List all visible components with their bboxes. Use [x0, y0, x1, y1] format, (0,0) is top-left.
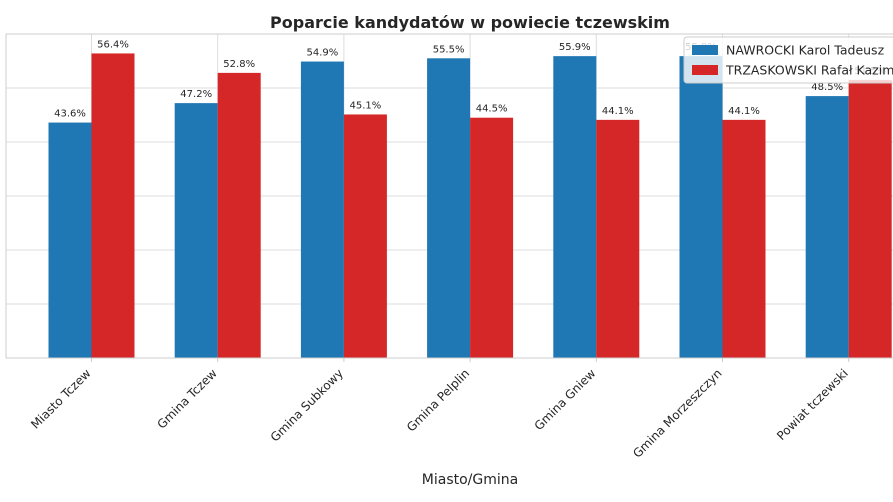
bar-value-label: 44.1%	[602, 106, 634, 117]
bar-nawrocki	[48, 122, 92, 358]
x-axis-label: Miasto/Gmina	[422, 472, 518, 488]
x-tick-label: Miasto Tczew	[28, 366, 94, 432]
bar-value-label: 56.4%	[97, 39, 129, 50]
bars	[48, 53, 892, 359]
bar-value-label: 45.1%	[350, 100, 382, 111]
bar-value-label: 43.6%	[54, 109, 86, 120]
bar-nawrocki	[300, 61, 344, 358]
bar-trzaskowski	[722, 119, 766, 358]
chart-title: Poparcie kandydatów w powiecie tczewskim	[270, 13, 670, 32]
x-tick-label: Powiat tczewski	[774, 366, 851, 443]
bar-trzaskowski	[91, 53, 135, 358]
bar-nawrocki	[805, 96, 849, 358]
legend-swatch-nawrocki	[692, 45, 718, 55]
bar-nawrocki	[553, 56, 597, 358]
x-tick-label: Gmina Morzeszczyn	[630, 366, 724, 460]
bar-value-label: 52.8%	[223, 59, 255, 70]
bar-value-label: 55.5%	[433, 44, 465, 55]
x-tick-labels: Miasto Tczew Gmina Tczew Gmina Subkowy Gmin…	[28, 358, 851, 461]
x-tick-label: Gmina Tczew	[154, 366, 220, 432]
bar-trzaskowski	[596, 119, 640, 358]
legend-label-nawrocki: NAWROCKI Karol Tadeusz	[726, 43, 885, 58]
bar-value-label: 44.1%	[728, 106, 760, 117]
legend-frame	[683, 36, 893, 84]
x-tick-label: Gmina Subkowy	[268, 366, 346, 444]
bar-value-label: 47.2%	[180, 89, 212, 100]
bar-trzaskowski	[470, 117, 514, 358]
bar-nawrocki	[427, 58, 471, 359]
x-tick-label: Gmina Gniew	[532, 366, 599, 433]
bar-value-label: 48.5%	[811, 82, 843, 93]
bar-value-label: 55.9%	[559, 42, 591, 53]
bar-value-label: 54.9%	[307, 48, 339, 59]
bar-value-label: 44.5%	[476, 104, 508, 115]
legend-swatch-trzaskowski	[692, 65, 718, 75]
bar-trzaskowski	[217, 72, 261, 358]
legend-label-trzaskowski: TRZASKOWSKI Rafał Kazimierz	[725, 63, 893, 78]
bar-trzaskowski	[848, 79, 892, 359]
bar-nawrocki	[679, 56, 723, 358]
x-tick-label: Gmina Pelplin	[404, 366, 472, 434]
legend: NAWROCKI Karol Tadeusz TRZASKOWSKI Rafał…	[683, 36, 893, 84]
value-labels: 43.6%47.2%54.9%55.5%55.9%55.9%48.5%56.4%…	[54, 39, 886, 119]
bar-nawrocki	[174, 103, 218, 359]
bar-trzaskowski	[343, 114, 387, 359]
